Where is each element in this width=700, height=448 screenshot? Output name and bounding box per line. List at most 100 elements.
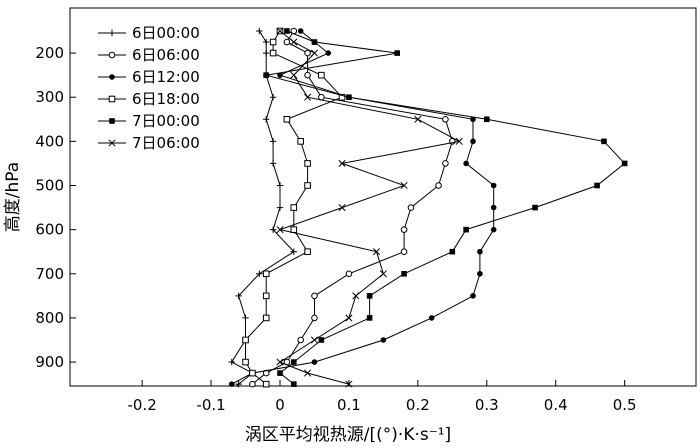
series-marker: [269, 38, 277, 46]
series-layer: [212, 27, 628, 388]
series-marker: [621, 160, 628, 167]
series-marker: [228, 358, 235, 366]
series-marker: [277, 72, 283, 78]
legend-label: 7日06:00: [132, 134, 200, 152]
series-marker: [345, 270, 353, 278]
x-tick-label: 0: [275, 396, 285, 414]
series-marker: [380, 337, 387, 343]
series-marker: [442, 160, 449, 167]
series-marker: [263, 116, 270, 123]
series-marker: [400, 181, 408, 190]
series-marker: [290, 38, 298, 46]
series-marker: [345, 380, 353, 388]
legend: 6日00:00 6日06:00 6日12:00 6日18:00 7日00:00 7日06:…: [98, 24, 200, 152]
series-marker: [290, 204, 298, 211]
series-marker: [477, 248, 483, 255]
x-tick-label: -0.1: [196, 396, 225, 414]
y-tick-label: 400: [35, 132, 64, 150]
series-marker: [276, 182, 284, 189]
series-marker: [338, 159, 346, 167]
series-marker: [400, 226, 408, 233]
series-marker: [304, 71, 311, 79]
legend-item: 6日06:00: [98, 46, 200, 64]
series-marker: [269, 160, 277, 167]
y-tick-label: 700: [35, 265, 64, 283]
series-marker: [311, 39, 318, 45]
series-marker: [463, 226, 469, 233]
series-marker: [379, 270, 387, 278]
series-marker: [108, 95, 116, 103]
plot-area-frame: [69, 7, 697, 387]
series-marker: [311, 359, 318, 365]
series-marker: [318, 71, 325, 79]
series-marker: [346, 94, 352, 101]
series-marker: [108, 139, 116, 147]
series-marker: [263, 38, 270, 46]
series-marker: [235, 292, 242, 300]
series-marker: [277, 370, 283, 376]
series-marker: [290, 71, 298, 79]
series-marker: [311, 314, 318, 322]
series-marker: [401, 270, 407, 277]
series-marker: [256, 27, 263, 35]
series-marker: [290, 248, 297, 255]
legend-label: 7日00:00: [132, 112, 200, 130]
series-marker: [352, 292, 360, 300]
series-marker: [414, 115, 422, 123]
series-marker: [470, 116, 476, 123]
series-marker: [490, 182, 497, 189]
series-marker: [442, 115, 449, 123]
series-marker: [477, 270, 483, 277]
series-marker: [407, 204, 415, 211]
y-tick-label: 900: [35, 353, 64, 371]
series-marker: [594, 182, 600, 189]
series-marker: [242, 314, 249, 322]
series-marker: [325, 50, 332, 56]
series-marker: [290, 381, 297, 387]
series-marker: [269, 49, 277, 57]
series-marker: [109, 74, 115, 80]
series-marker: [284, 28, 290, 34]
series-group: [212, 28, 497, 387]
legend-label: 6日00:00: [132, 24, 200, 42]
series-marker: [304, 160, 311, 167]
series-marker: [249, 369, 256, 377]
legend-item: 6日00:00: [98, 24, 200, 42]
series-marker: [108, 29, 116, 37]
series-marker: [276, 204, 284, 211]
series-marker: [463, 160, 469, 167]
series-marker: [366, 293, 373, 299]
series-marker: [318, 337, 325, 343]
series-marker: [311, 292, 318, 300]
series-marker: [470, 138, 476, 145]
series-marker: [400, 248, 408, 256]
series-marker: [366, 315, 373, 321]
series-marker: [310, 336, 319, 344]
legend-item: 6日12:00: [98, 68, 200, 86]
series-marker: [228, 381, 235, 387]
series-marker: [297, 336, 304, 344]
series-group: [276, 27, 463, 388]
x-tick-label: 0.4: [544, 396, 568, 414]
series-marker: [372, 248, 381, 256]
series-marker: [283, 38, 291, 46]
series-marker: [470, 293, 476, 299]
x-tick-label: 0.2: [406, 396, 430, 414]
series-marker: [290, 226, 298, 233]
series-marker: [108, 51, 116, 59]
x-tick-label: 0.5: [613, 396, 637, 414]
series-marker: [449, 248, 456, 255]
series-line: [245, 30, 343, 387]
x-tick-label: 0.1: [337, 396, 361, 414]
legend-item: 6日18:00: [98, 90, 200, 108]
series-group: [242, 27, 346, 388]
series-marker: [304, 182, 311, 189]
series-line: [230, 30, 295, 387]
series-marker: [263, 49, 270, 57]
series-marker: [304, 248, 311, 256]
series-marker: [428, 315, 435, 321]
series-line: [212, 30, 495, 387]
series-marker: [263, 72, 270, 78]
legend-label: 6日18:00: [132, 90, 200, 108]
